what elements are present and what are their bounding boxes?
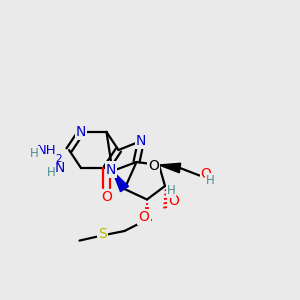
Text: H: H — [206, 174, 214, 187]
Text: N: N — [55, 161, 65, 175]
Text: N: N — [76, 125, 86, 139]
Text: H: H — [167, 184, 176, 197]
Text: O: O — [101, 190, 112, 204]
Text: O: O — [139, 210, 149, 224]
Text: O: O — [201, 167, 212, 181]
Text: NH: NH — [37, 143, 56, 157]
Text: N: N — [136, 134, 146, 148]
Text: H: H — [30, 147, 39, 160]
Polygon shape — [112, 171, 128, 192]
Polygon shape — [159, 163, 181, 173]
Text: S: S — [98, 227, 107, 241]
Text: 2: 2 — [55, 154, 62, 164]
Text: N: N — [106, 163, 116, 176]
Text: H: H — [46, 166, 56, 179]
Text: O: O — [148, 160, 159, 173]
Text: O: O — [169, 194, 179, 208]
